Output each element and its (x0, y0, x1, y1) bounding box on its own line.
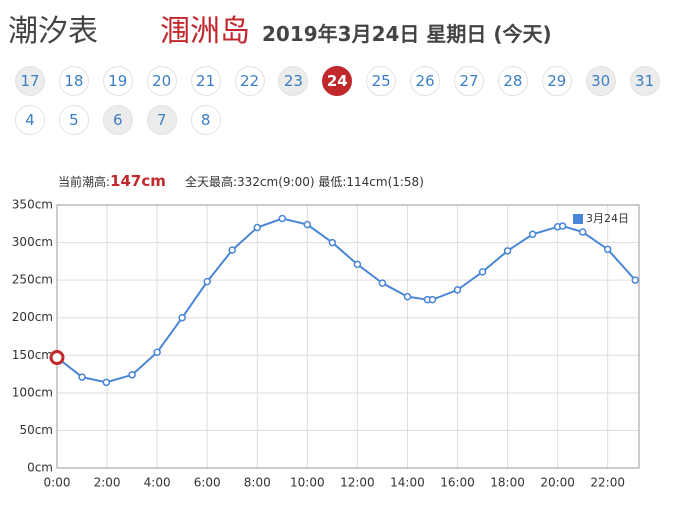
day-button[interactable]: 20 (146, 66, 177, 96)
point (253, 223, 262, 232)
x-tick-label: 18:00 (490, 476, 525, 490)
x-tick-label: 2:00 (94, 476, 121, 490)
point (578, 228, 587, 236)
day-button[interactable]: 22 (234, 66, 265, 96)
point (631, 276, 639, 284)
day-button[interactable]: 17 (15, 66, 45, 96)
y-tick-label: 50cm (19, 423, 53, 437)
point (178, 313, 186, 322)
point (278, 214, 287, 223)
x-tick-label: 4:00 (144, 476, 171, 490)
day-button[interactable]: 18 (58, 66, 89, 96)
day-button[interactable]: 31 (629, 66, 660, 96)
point (478, 268, 487, 276)
day-button[interactable]: 25 (366, 66, 397, 96)
x-tick-label: 8:00 (244, 476, 271, 490)
point (228, 246, 236, 254)
x-tick-label: 20:00 (540, 476, 575, 490)
day-button[interactable]: 30 (585, 66, 616, 96)
point (558, 222, 567, 230)
y-tick-label: 300cm (12, 235, 53, 249)
plot-border (56, 204, 640, 469)
point (503, 247, 512, 255)
point (78, 373, 86, 381)
current-value: 147cm (110, 172, 166, 190)
point (603, 245, 612, 254)
point (328, 238, 337, 247)
y-tick-label: 0cm (27, 461, 53, 475)
x-tick-label: 12:00 (340, 476, 375, 490)
y-tick-label: 350cm (12, 198, 53, 212)
day-button[interactable]: 5 (58, 105, 89, 135)
day-button[interactable]: 24 (322, 66, 353, 96)
point (403, 292, 412, 301)
x-tick-label: 10:00 (290, 476, 325, 490)
x-tick-label: 6:00 (194, 476, 221, 490)
day-button[interactable]: 28 (497, 66, 528, 96)
current-point (49, 350, 65, 366)
point (453, 286, 462, 294)
y-tick-label: 100cm (12, 385, 53, 399)
y-tick-label: 250cm (12, 273, 53, 287)
day-button[interactable]: 8 (190, 105, 221, 135)
point (203, 277, 211, 286)
day-button[interactable]: 23 (278, 66, 309, 96)
day-button[interactable]: 29 (541, 66, 572, 96)
summary: 全天最高:332cm(9:00) 最低:114cm(1:58) (184, 175, 424, 189)
x-tick-label: 14:00 (390, 476, 425, 490)
app-title: 潮汐表 (8, 14, 98, 49)
date: 2019年3月24日 星期日 (今天) (262, 22, 552, 46)
y-tick-label: 150cm (12, 348, 53, 362)
point (153, 348, 161, 357)
day-button[interactable]: 4 (15, 105, 45, 135)
day-button[interactable]: 7 (146, 105, 177, 135)
location[interactable]: 涠洲岛 (160, 14, 250, 49)
day-button[interactable]: 26 (410, 66, 441, 96)
point (102, 378, 111, 387)
point (303, 220, 312, 229)
point (378, 279, 387, 287)
header: 潮汐表 涠洲岛 2019年3月24日 星期日 (今天) (8, 6, 552, 49)
point (128, 371, 136, 379)
current-label: 当前潮高: (58, 175, 111, 189)
point (353, 260, 362, 269)
y-tick-label: 200cm (12, 310, 53, 324)
plot-area (56, 204, 640, 469)
point (428, 295, 437, 304)
x-tick-label: 0:00 (44, 476, 71, 490)
legend-swatch (573, 214, 583, 224)
day-button[interactable]: 27 (454, 66, 484, 96)
tide-info: 当前潮高:147cm 全天最高:332cm(9:00) 最低:114cm(1:5… (58, 172, 424, 190)
x-tick-label: 22:00 (590, 476, 625, 490)
day-button[interactable]: 6 (102, 105, 133, 135)
x-tick-label: 16:00 (440, 476, 475, 490)
tide-line (56, 217, 636, 384)
point (528, 230, 537, 239)
legend-label: 3月24日 (586, 212, 629, 225)
day-button[interactable]: 19 (102, 66, 133, 96)
day-button[interactable]: 21 (190, 66, 221, 96)
